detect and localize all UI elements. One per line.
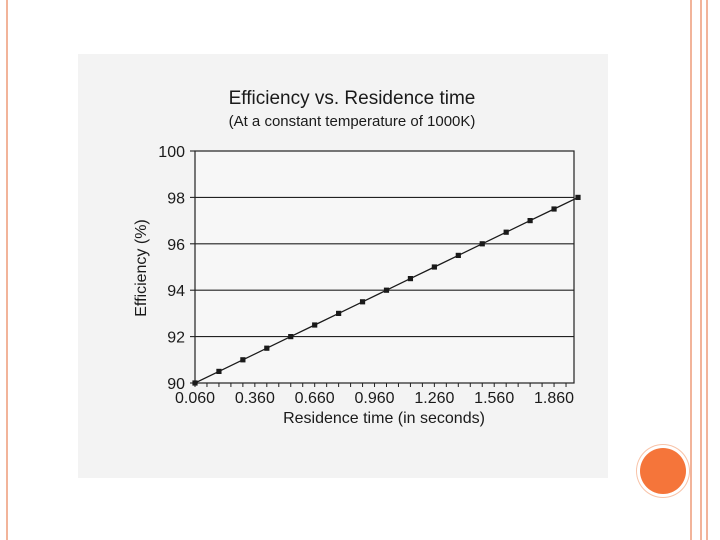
y-tick-label-5: 100 [158, 144, 185, 161]
data-point-12 [479, 241, 485, 247]
data-point-5 [312, 322, 318, 328]
data-point-8 [383, 287, 390, 293]
y-tick-label-4: 98 [167, 190, 185, 207]
x-tick-label-0: 0.060 [175, 390, 215, 407]
data-point-15 [551, 206, 557, 212]
data-point-6 [336, 310, 342, 316]
x-tick-label-2: 0.660 [295, 390, 335, 407]
frame-line-right-3 [706, 0, 708, 540]
data-point-13 [503, 229, 509, 235]
x-axis-label: Residence time (in seconds) [283, 410, 485, 427]
chart-subtitle: (At a constant temperature of 1000K) [229, 113, 476, 130]
plot-area [194, 150, 575, 384]
x-tick-label-5: 1.560 [474, 390, 514, 407]
slide-accent-circle [640, 448, 686, 494]
data-point-2 [240, 357, 246, 363]
data-point-10 [431, 264, 437, 270]
y-axis-label: Efficiency (%) [133, 219, 150, 317]
y-tick-label-1: 92 [167, 330, 185, 347]
data-point-7 [359, 299, 366, 305]
x-tick-label-6: 1.860 [534, 390, 574, 407]
x-tick-label-1: 0.360 [235, 390, 275, 407]
frame-line-right-2 [700, 0, 702, 540]
data-point-0 [192, 380, 198, 386]
data-point-16 [575, 194, 581, 200]
data-point-1 [216, 368, 222, 374]
data-point-9 [407, 276, 414, 282]
frame-line-right-1 [690, 0, 692, 540]
y-tick-label-2: 94 [167, 283, 185, 300]
data-point-4 [288, 334, 294, 340]
x-tick-label-3: 0.960 [355, 390, 395, 407]
data-point-14 [527, 218, 533, 224]
x-tick-label-4: 1.260 [414, 390, 454, 407]
chart-title: Efficiency vs. Residence time [229, 88, 476, 109]
data-point-11 [455, 252, 461, 258]
data-point-3 [264, 345, 270, 351]
y-tick-label-0: 90 [167, 376, 185, 393]
y-tick-label-3: 96 [167, 237, 185, 254]
frame-line-left [6, 0, 8, 540]
